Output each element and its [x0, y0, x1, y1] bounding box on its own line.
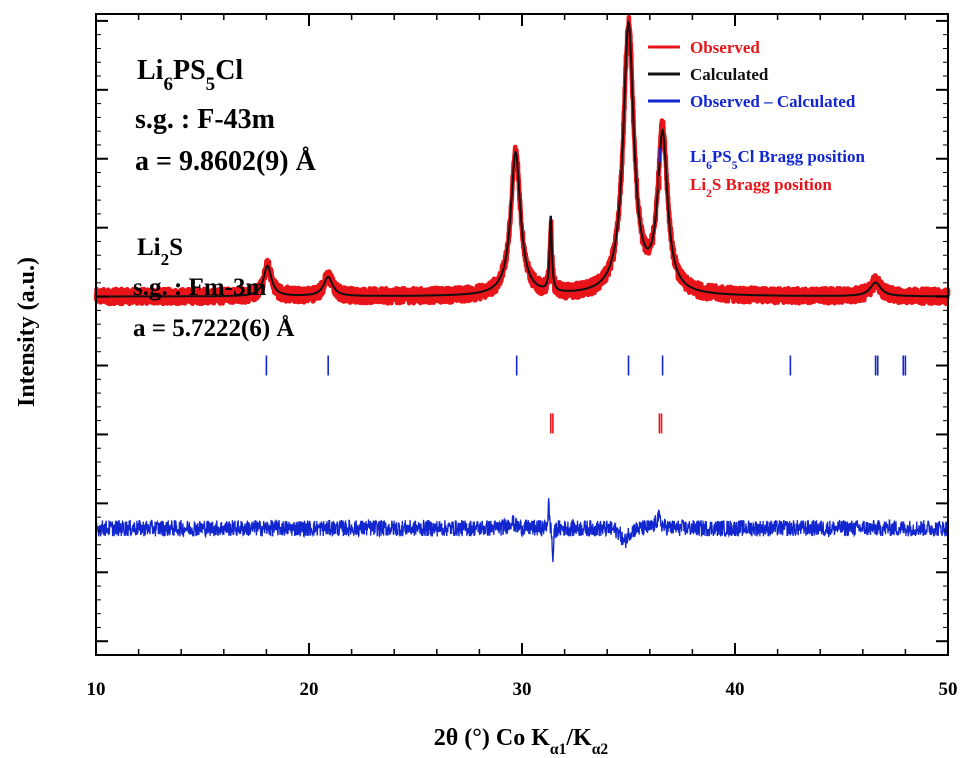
x-tick-label: 10	[87, 679, 106, 700]
legend-difference-label: Observed – Calculated	[690, 92, 856, 111]
legend-calculated-label: Calculated	[690, 65, 769, 84]
legend-observed-label: Observed	[690, 38, 760, 57]
y-axis-label: Intensity (a.u.)	[14, 257, 40, 407]
x-tick-label: 20	[300, 679, 319, 700]
x-tick-label: 30	[513, 679, 532, 700]
legend: Observed Calculated Observed – Calculate…	[648, 38, 866, 200]
phase2-name: Li2S	[137, 234, 183, 269]
phase1-name: Li6PS5Cl	[137, 55, 243, 95]
x-tick-label: 50	[939, 679, 958, 700]
x-tick-label: 40	[726, 679, 745, 700]
series-calculated	[96, 19, 948, 298]
phase2-spacegroup: s.g. : Fm-3m	[133, 274, 266, 301]
phase1-lattice: a = 9.8602(9) Å	[135, 146, 317, 177]
series-difference	[95, 498, 949, 563]
phase2-lattice: a = 5.7222(6) Å	[133, 314, 294, 342]
legend-bragg2-label: Li2S Bragg position	[690, 175, 832, 200]
phase1-spacegroup: s.g. : F-43m	[135, 104, 275, 135]
x-axis-label: 2θ (°) Co Kα1/Kα2	[434, 725, 609, 758]
legend-bragg1-label: Li6PS5Cl Bragg position	[690, 147, 866, 172]
